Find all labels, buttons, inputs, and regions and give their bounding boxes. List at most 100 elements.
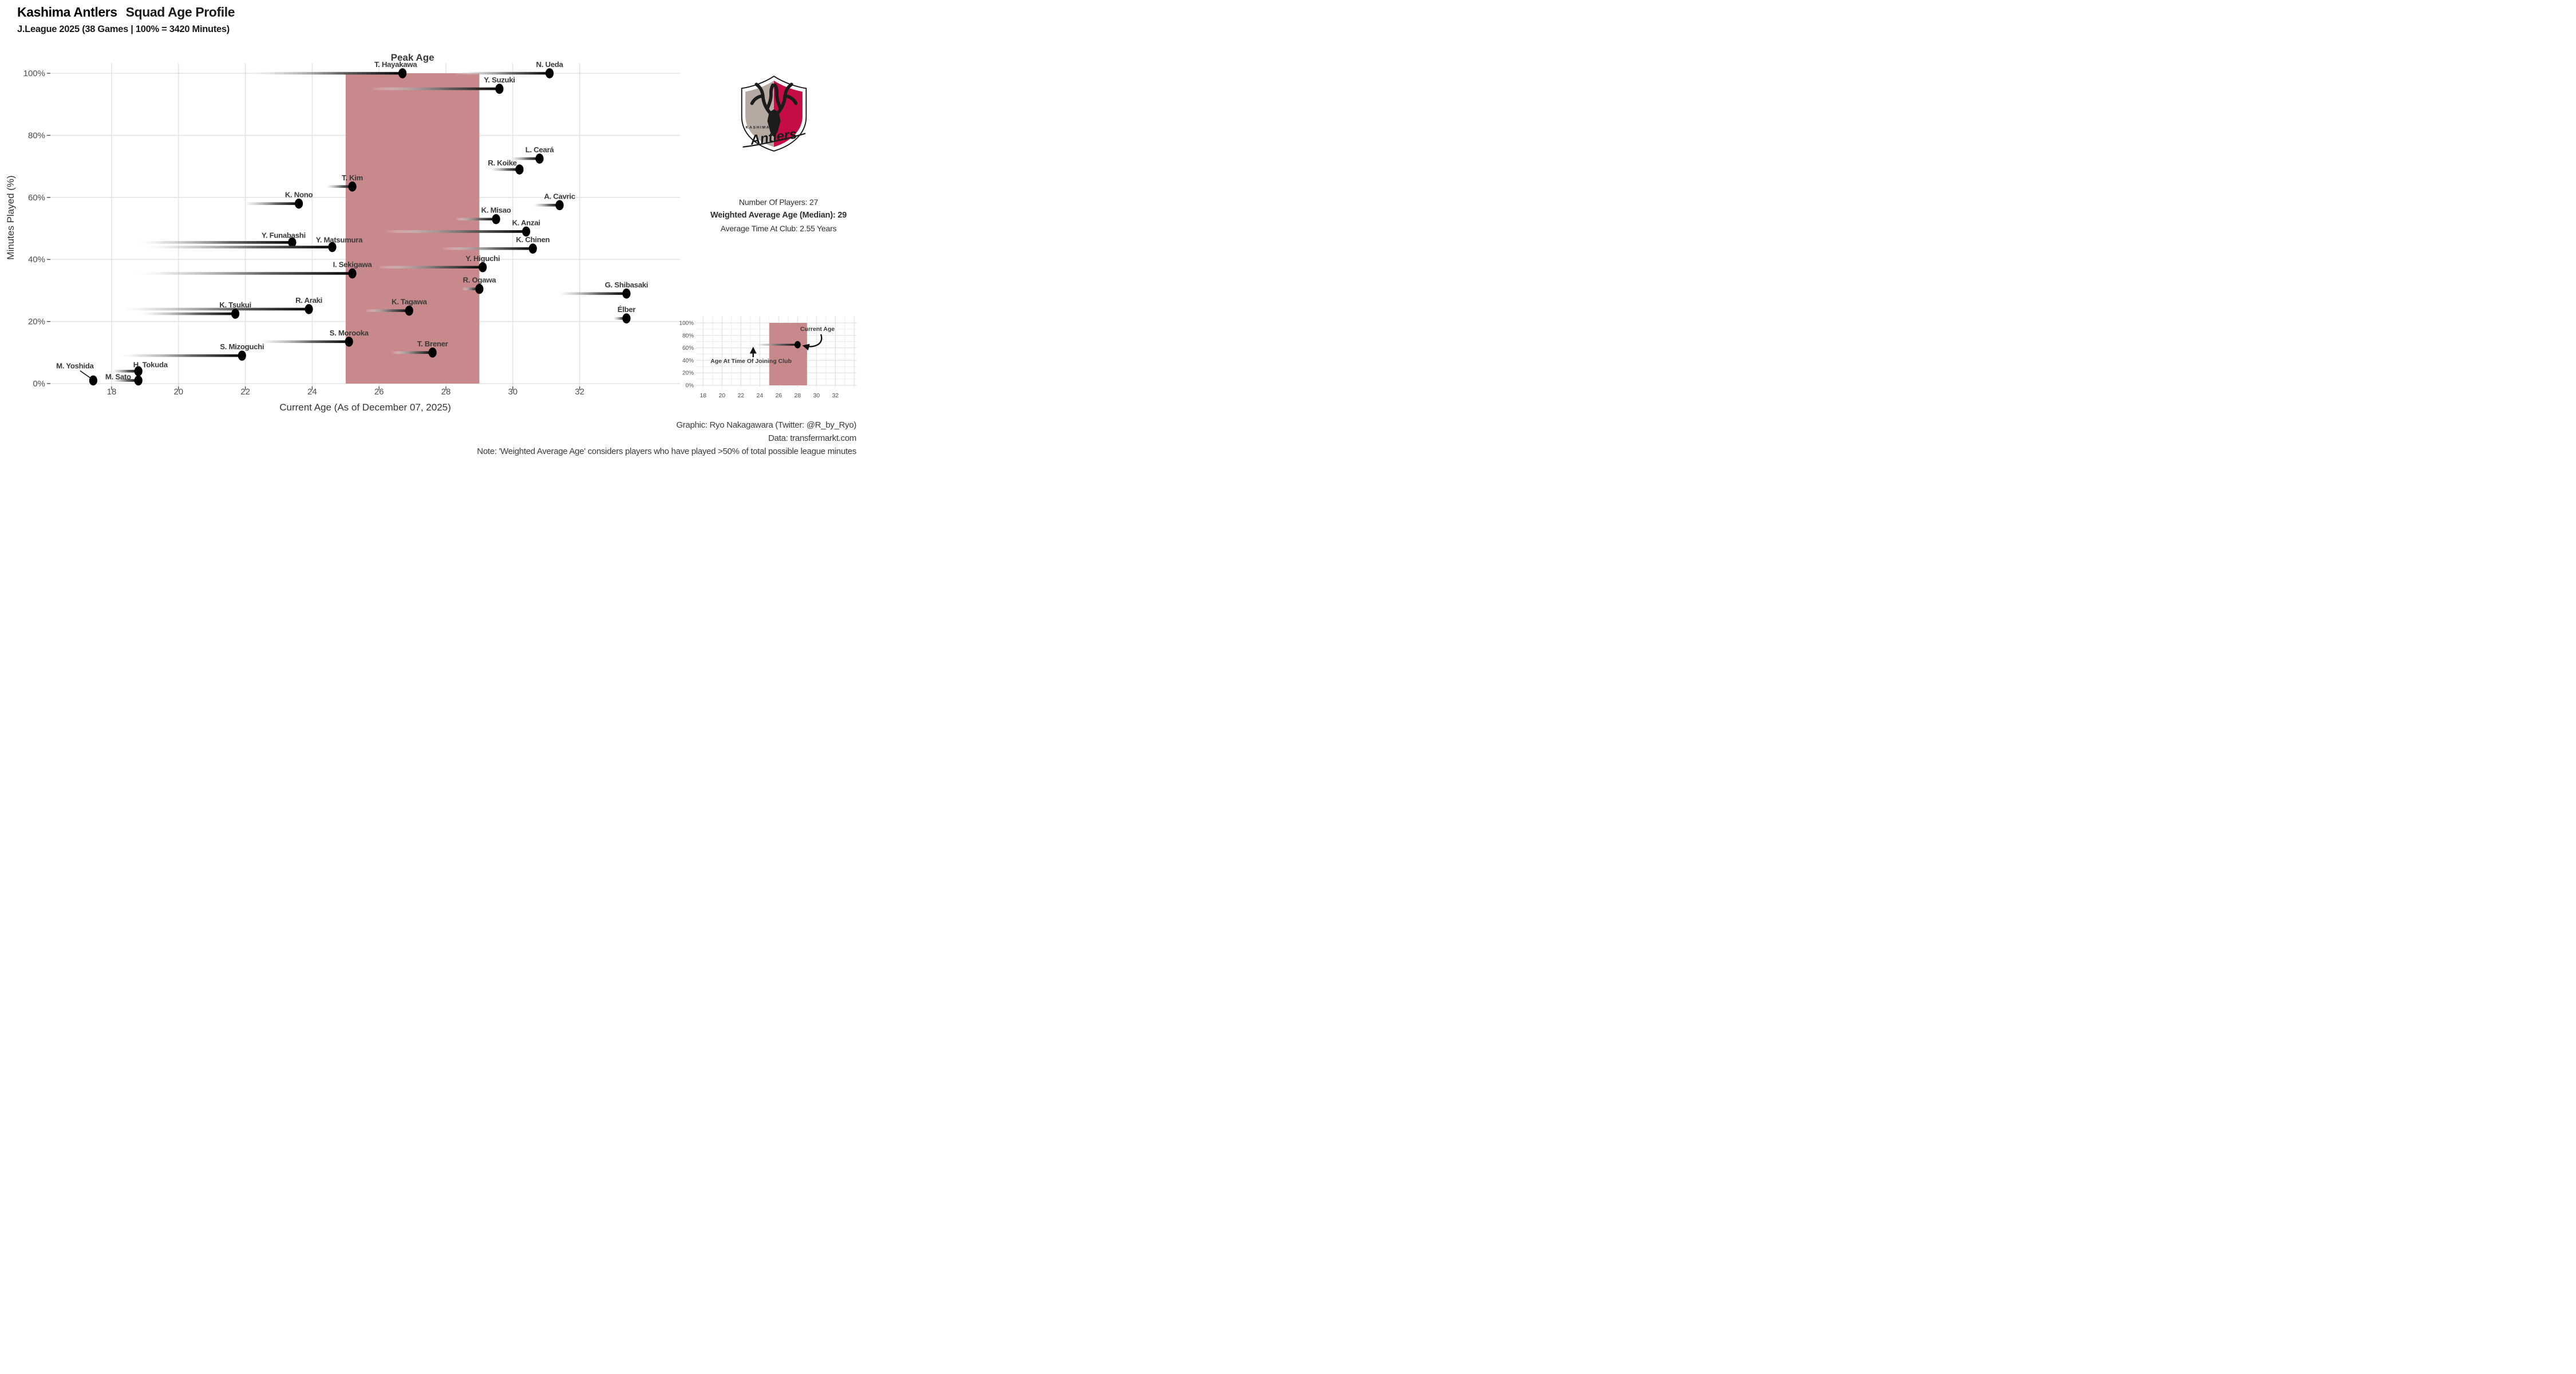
player-dot [495,84,504,94]
player-dot [348,181,357,192]
player-dot [515,164,524,175]
player-label: T. Hayakawa [374,60,417,69]
club-logo: KASHIMA Antlers [741,76,807,152]
mini-x-tick-label: 18 [700,392,706,399]
player-lollipop: K. Tagawa [365,298,428,316]
mini-example-dot [794,341,801,349]
club-name: Kashima Antlers [17,5,117,19]
x-tick-label: 30 [508,387,517,397]
antlers-icon [750,82,798,118]
player-label: H. Tokuda [133,360,168,369]
player-lollipop: R. Koike [488,159,524,175]
player-label: N. Ueda [536,60,564,69]
player-dot [479,262,487,273]
player-lollipop: K. Anzai [385,218,540,237]
player-dot [522,226,531,237]
player-lollipop: K. Nono [242,191,313,209]
player-lollipop: M. Yoshida [56,362,97,386]
player-lollipop: R. Araki [118,296,322,314]
player-dot [305,304,313,314]
mini-y-tick-label: 100% [679,321,694,327]
player-dot [134,366,143,377]
player-lollipop: R. Ogawa [463,276,497,294]
player-lollipop: Y. Matsumura [141,236,363,252]
credits: Graphic: Ryo Nakagawara (Twitter: @R_by_… [387,418,856,458]
y-tick-label: 100% [23,69,45,78]
player-label: K. Misao [481,206,511,215]
player-dot [535,153,544,164]
player-dot [288,237,297,248]
y-tick-label: 0% [33,379,45,389]
mini-x-tick-label: 28 [794,392,801,399]
chart-subtitle: J.League 2025 (38 Games | 100% = 3420 Mi… [17,24,230,34]
deer-head-icon [767,109,781,137]
player-label: K. Tsukui [219,301,251,309]
player-dot [345,337,353,347]
mini-y-tick-label: 60% [682,345,694,352]
mini-x-tick-label: 20 [718,392,725,399]
x-tick-label: 32 [575,387,584,397]
player-lollipop: Y. Higuchi [379,254,500,273]
x-tick-label: 20 [173,387,183,397]
stat-number-of-players: Number Of Players: 27 [738,198,819,207]
player-dot [231,309,240,319]
mini-x-tick-label: 32 [832,392,839,399]
player-lollipop: T. Brener [392,339,448,358]
player-label: Y. Suzuki [484,76,515,84]
credit-data-source: Data: transfermarkt.com [768,433,856,443]
player-lollipop: Élber [613,305,636,323]
legend-current-age-label: Current Age [800,326,835,333]
peak-age-label: Peak Age [391,52,434,63]
x-tick-label: 22 [240,387,250,397]
legend-mini-chart: 0% 20% 40% 60% 80% 100% 18 20 22 24 26 28 30 32 Curren… [679,317,857,399]
y-tick-label: 20% [28,317,45,327]
player-dot [348,268,357,279]
player-lollipop: H. Tokuda [112,360,168,377]
player-dot [555,200,564,211]
mini-x-tick-label: 24 [756,392,763,399]
player-label: L. Ceará [526,145,555,154]
x-tick-label: 18 [107,387,117,397]
stat-weighted-average-age: Weighted Average Age (Median): 29 [710,211,847,220]
player-dot [294,198,303,209]
mini-y-tick-label: 80% [682,333,694,339]
player-label: R. Ogawa [463,276,497,285]
mini-x-tick-label: 26 [775,392,782,399]
player-label: M. Yoshida [56,362,94,370]
credit-note: Note: 'Weighted Average Age' considers p… [477,447,856,456]
player-lollipop: T. Hayakawa [248,60,418,78]
player-lollipop: N. Ueda [456,60,564,78]
player-dot [528,243,537,254]
players-layer: T. Hayakawa N. Ueda Y. Suzuki L. Ceará R. Ko… [56,60,648,386]
player-label: Y. Matsumura [316,236,363,244]
x-axis-title: Current Age (As of December 07, 2025) [279,402,451,413]
player-lollipop: S. Mizoguchi [118,342,264,361]
player-label: T. Kim [342,173,363,182]
player-dot [622,289,631,299]
squad-age-profile-graphic: Peak Age 0% 20% 40% 60% 80% 100% 18 20 22 24 26 28 30… [0,0,859,458]
player-dot [398,68,407,78]
player-lollipop: G. Shibasaki [556,281,648,299]
player-lollipop: Y. Funabashi [135,231,306,248]
mini-peak-age-band [769,323,807,385]
player-label: G. Shibasaki [605,281,649,289]
player-label: I. Sekigawa [333,260,373,269]
mini-y-tick-label: 0% [686,383,694,389]
y-tick-label: 80% [28,131,45,140]
player-label: S. Morooka [330,329,369,337]
player-label: R. Koike [488,159,516,167]
player-dot [428,348,437,358]
player-lollipop: T. Kim [325,173,363,192]
player-dot [405,305,413,316]
player-lollipop: M. Sato [105,373,143,386]
credit-graphic-author: Graphic: Ryo Nakagawara (Twitter: @R_by_… [676,420,856,430]
label-callout-line [80,370,92,380]
player-label: T. Brener [417,339,448,348]
mini-x-tick-label: 30 [813,392,820,399]
player-lollipop: S. Morooka [255,329,369,347]
player-dot [328,242,337,252]
axes-layer: 0% 20% 40% 60% 80% 100% 18 20 22 24 26 28 30 32 Curren… [5,69,584,413]
y-tick-label: 40% [28,255,45,264]
y-tick-label: 60% [28,193,45,203]
player-dot [475,283,484,294]
